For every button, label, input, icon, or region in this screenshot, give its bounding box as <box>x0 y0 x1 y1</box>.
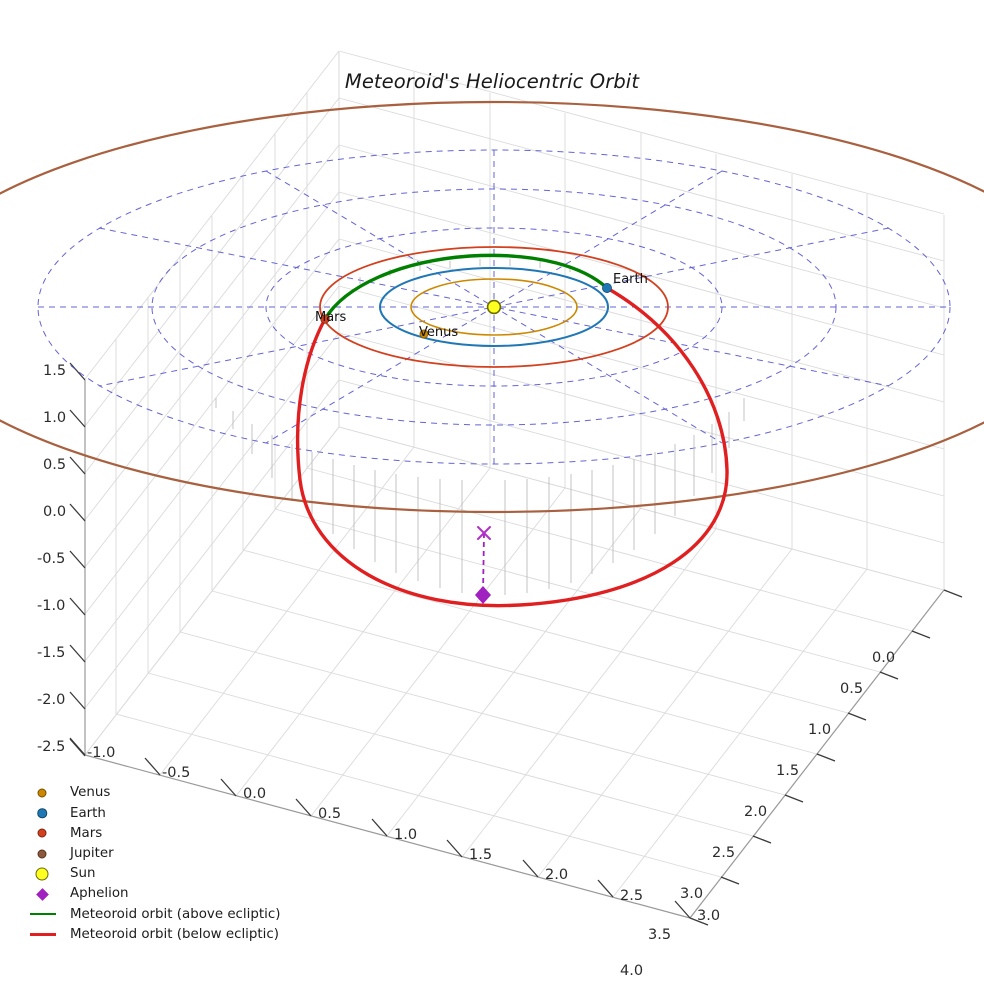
y-tick-label-3: 1.5 <box>776 763 800 779</box>
z-tick-label-6: -1.5 <box>37 645 66 661</box>
y-tick-label-2: 1.0 <box>808 722 832 738</box>
y-tick-label-4: 2.0 <box>744 804 768 820</box>
legend-item-sun[interactable]: Sun <box>28 864 328 884</box>
x-tick-label-0: -1.0 <box>87 745 116 761</box>
z-tick-label-8: -2.5 <box>37 739 66 755</box>
aphelion-diamond-icon <box>35 887 49 901</box>
x-tick-label-4: 1.0 <box>394 827 418 843</box>
venus-dot-icon <box>37 788 47 798</box>
venus-legend-key <box>28 783 70 803</box>
x-tick-label-3: 0.5 <box>318 806 342 822</box>
legend-label-jupiter: Jupiter <box>70 845 114 861</box>
y-axis-ticks <box>689 589 963 926</box>
y-tick-label-0: 0.0 <box>872 650 896 666</box>
mars-legend-key <box>28 823 70 843</box>
legend-label-sun: Sun <box>70 866 96 882</box>
green-line-icon <box>30 913 56 916</box>
orbit-above-legend-key <box>28 904 70 924</box>
earth-point-label: Earth <box>613 272 648 287</box>
venus-orbit <box>410 278 578 336</box>
x-axis-ticks <box>69 737 691 919</box>
x-tick-label-2: 0.0 <box>243 786 267 802</box>
legend-label-earth: Earth <box>70 805 106 821</box>
legend-label-venus: Venus <box>70 785 111 801</box>
earth-legend-key <box>28 803 70 823</box>
legend-item-venus[interactable]: Venus <box>28 783 328 803</box>
plot-title: Meteoroid's Heliocentric Orbit <box>344 70 640 93</box>
venus-marker <box>419 329 429 339</box>
y-tick-label-6: 3.0 <box>680 886 704 902</box>
legend-label-aphelion: Aphelion <box>70 886 129 902</box>
venus-point-label: Venus <box>419 325 459 340</box>
jupiter-legend-key <box>28 844 70 864</box>
right-wall-grid <box>338 50 945 591</box>
legend-item-mars[interactable]: Mars <box>28 823 328 843</box>
legend-item-earth[interactable]: Earth <box>28 803 328 823</box>
legend-label-orbit-above: Meteoroid orbit (above ecliptic) <box>70 906 281 922</box>
sun-marker <box>486 299 502 315</box>
meteoroid-orbit-above-ecliptic <box>323 253 609 321</box>
z-tick-label-0: 1.5 <box>43 363 67 379</box>
x-tick-label-1: -0.5 <box>162 765 191 781</box>
red-line-icon <box>30 933 56 936</box>
legend-item-jupiter[interactable]: Jupiter <box>28 844 328 864</box>
z-axis-ticks <box>69 362 86 757</box>
z-tick-label-5: -1.0 <box>37 598 66 614</box>
aphelion-projection-stem <box>482 532 485 596</box>
mars-point-label: Mars <box>315 310 347 325</box>
orbit-below-legend-key <box>28 924 70 944</box>
mars-marker <box>320 314 330 324</box>
x-tick-label-7: 2.5 <box>620 888 644 904</box>
earth-orbit <box>379 267 609 347</box>
y-tick-label-8: 4.0 <box>620 963 644 979</box>
earth-marker <box>602 283 612 293</box>
mars-dot-icon <box>37 828 47 838</box>
sun-legend-key <box>28 864 70 884</box>
legend-label-mars: Mars <box>70 825 103 841</box>
legend-label-orbit-below: Meteoroid orbit (below ecliptic) <box>70 926 279 942</box>
x-tick-label-8: 3.0 <box>697 908 721 924</box>
mars-orbit <box>319 246 669 368</box>
z-tick-label-1: 1.0 <box>43 410 67 426</box>
x-tick-label-6: 2.0 <box>545 867 569 883</box>
earth-dot-icon <box>37 808 47 819</box>
z-tick-label-3: 0.0 <box>43 504 67 520</box>
aphelion-marker <box>475 586 491 604</box>
z-tick-label-2: 0.5 <box>43 457 67 473</box>
sun-dot-icon <box>35 867 49 881</box>
orbit-stems <box>215 259 745 595</box>
axes-grid-walls <box>84 50 945 919</box>
x-tick-label-5: 1.5 <box>469 847 493 863</box>
y-tick-label-5: 2.5 <box>712 845 736 861</box>
jupiter-orbit <box>0 100 984 514</box>
meteoroid-orbit-below-ecliptic <box>295 286 729 608</box>
jupiter-dot-icon <box>37 849 47 859</box>
y-tick-label-7: 3.5 <box>648 927 672 943</box>
legend: Venus Earth Mars Jupiter Sun <box>28 783 328 945</box>
aphelion-legend-key <box>28 884 70 904</box>
y-tick-label-1: 0.5 <box>840 681 864 697</box>
legend-item-orbit-below[interactable]: Meteoroid orbit (below ecliptic) <box>28 924 328 944</box>
legend-item-orbit-above[interactable]: Meteoroid orbit (above ecliptic) <box>28 904 328 924</box>
legend-item-aphelion[interactable]: Aphelion <box>28 884 328 904</box>
z-tick-label-4: -0.5 <box>37 551 66 567</box>
aphelion-ecliptic-projection-icon <box>477 526 491 540</box>
z-tick-label-7: -2.0 <box>37 692 66 708</box>
